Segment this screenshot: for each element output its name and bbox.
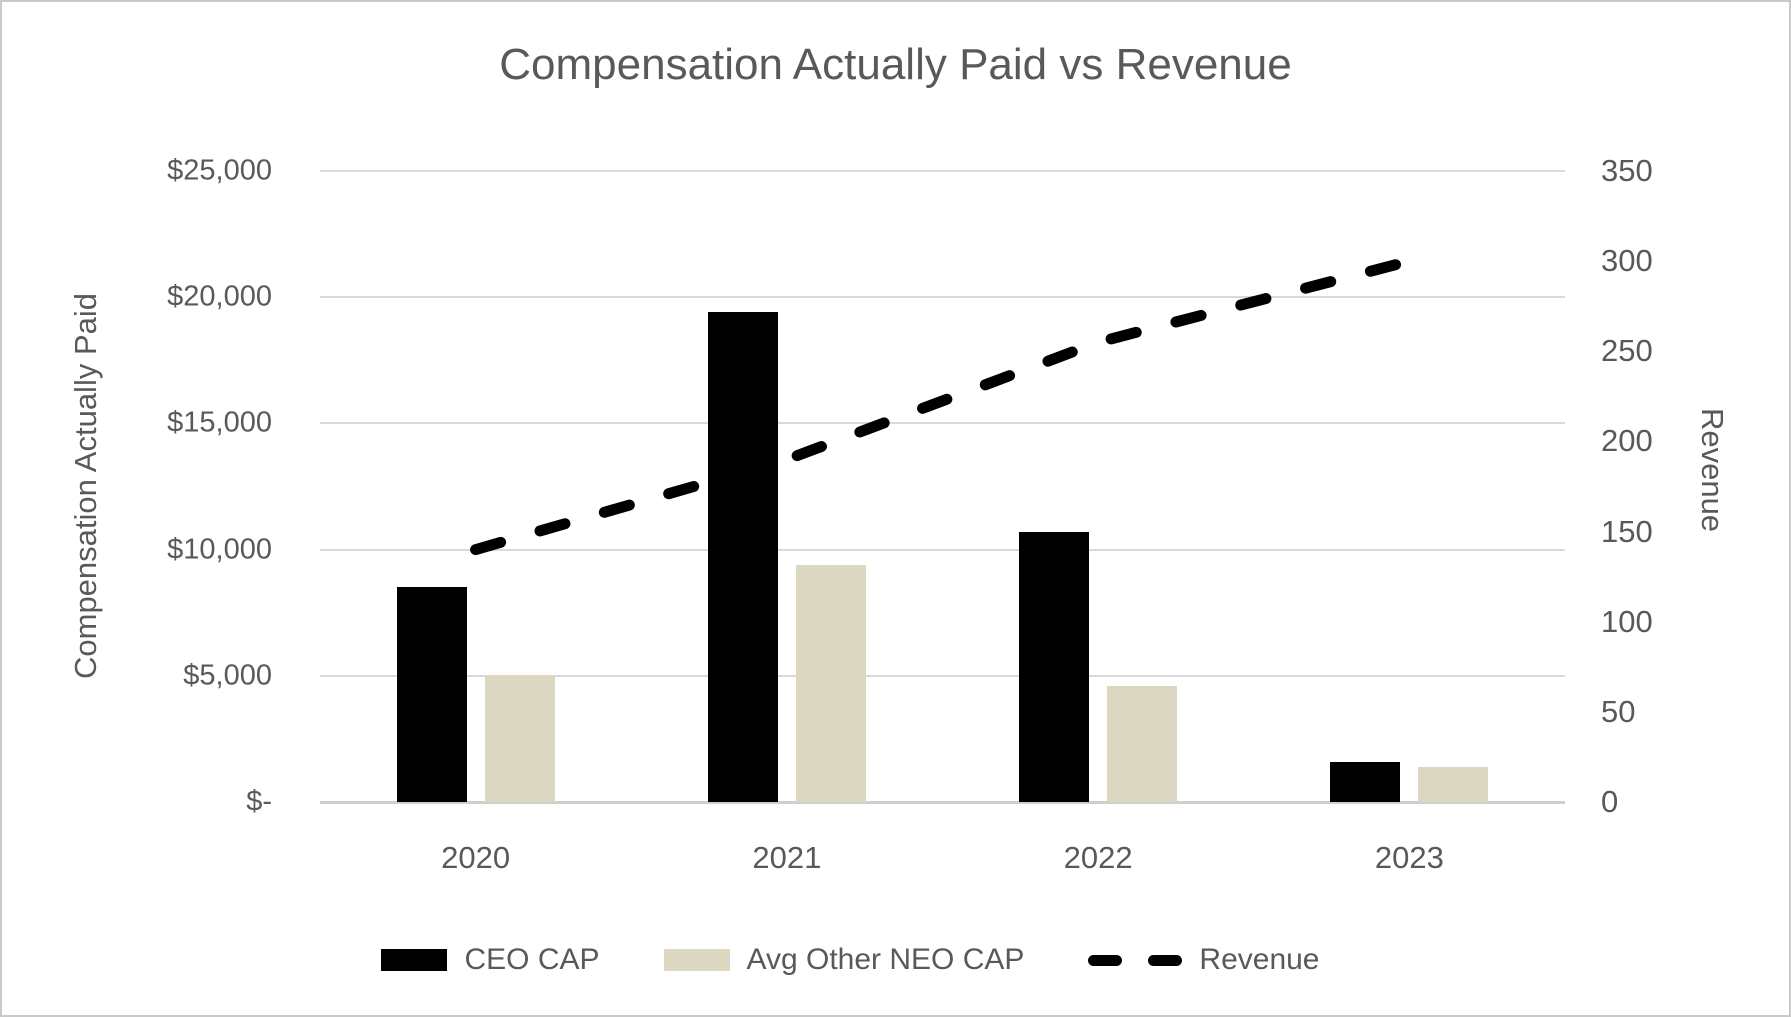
x-axis-tick-label: 2020: [441, 840, 511, 875]
gridline: [320, 170, 1565, 172]
bar-ceo-cap-2021: [707, 312, 778, 802]
bar-avg-other-neo-cap-2021: [795, 564, 866, 802]
bar-avg-other-neo-cap-2020: [484, 674, 555, 802]
x-axis-tick-label: 2021: [752, 840, 822, 875]
bar-ceo-cap-2023: [1330, 761, 1401, 802]
revenue-dashed-line: [470, 255, 1415, 556]
left-axis-tick-label: $-: [246, 785, 272, 818]
dash-icon: [1088, 954, 1183, 966]
left-axis-tick-label: $15,000: [167, 406, 272, 439]
legend-label: Revenue: [1199, 943, 1320, 976]
right-axis-tick-label: 150: [1601, 513, 1653, 549]
legend-swatch-avg-other-neo-cap: [663, 949, 730, 971]
bar-avg-other-neo-cap-2023: [1418, 766, 1489, 802]
chart-title: Compensation Actually Paid vs Revenue: [499, 40, 1292, 89]
bar-ceo-cap-2020: [396, 587, 467, 802]
legend-item-avg-other-neo-cap: Avg Other NEO CAP: [663, 943, 1025, 977]
right-axis-tick-label: 0: [1601, 784, 1619, 819]
left-axis-tick-label: $25,000: [167, 154, 272, 187]
bar-avg-other-neo-cap-2022: [1107, 685, 1178, 802]
chart-legend: CEO CAP Avg Other NEO CAP Revenue: [0, 933, 1746, 987]
legend-swatch-ceo-cap: [381, 949, 448, 971]
gridline: [320, 296, 1565, 299]
left-axis-title: Compensation Actually Paid: [68, 292, 103, 680]
left-axis-tick-label: $5,000: [183, 659, 272, 692]
bar-ceo-cap-2022: [1019, 531, 1090, 802]
legend-label: CEO CAP: [464, 943, 600, 976]
right-axis-tick-label: 200: [1601, 423, 1653, 459]
dash-segment: [1088, 954, 1123, 966]
right-axis-tick-label: 300: [1601, 243, 1653, 279]
gridline: [320, 548, 1565, 551]
legend-item-revenue: Revenue: [1088, 943, 1320, 977]
x-axis-tick-label: 2023: [1374, 840, 1444, 875]
legend-item-ceo-cap: CEO CAP: [381, 943, 600, 977]
left-axis-tick-label: $10,000: [167, 533, 272, 566]
right-axis-tick-label: 50: [1601, 693, 1636, 729]
gridline: [320, 674, 1565, 677]
right-axis-tick-label: 250: [1601, 333, 1653, 369]
gridline: [320, 422, 1565, 425]
right-axis-tick-label: 350: [1601, 153, 1653, 188]
left-axis-tick-label: $20,000: [167, 280, 272, 313]
legend-label: Avg Other NEO CAP: [746, 943, 1025, 976]
x-axis-line: [320, 801, 1565, 804]
right-axis-tick-label: 100: [1601, 603, 1653, 639]
dash-segment: [1148, 954, 1183, 966]
x-axis-tick-label: 2022: [1063, 840, 1133, 875]
